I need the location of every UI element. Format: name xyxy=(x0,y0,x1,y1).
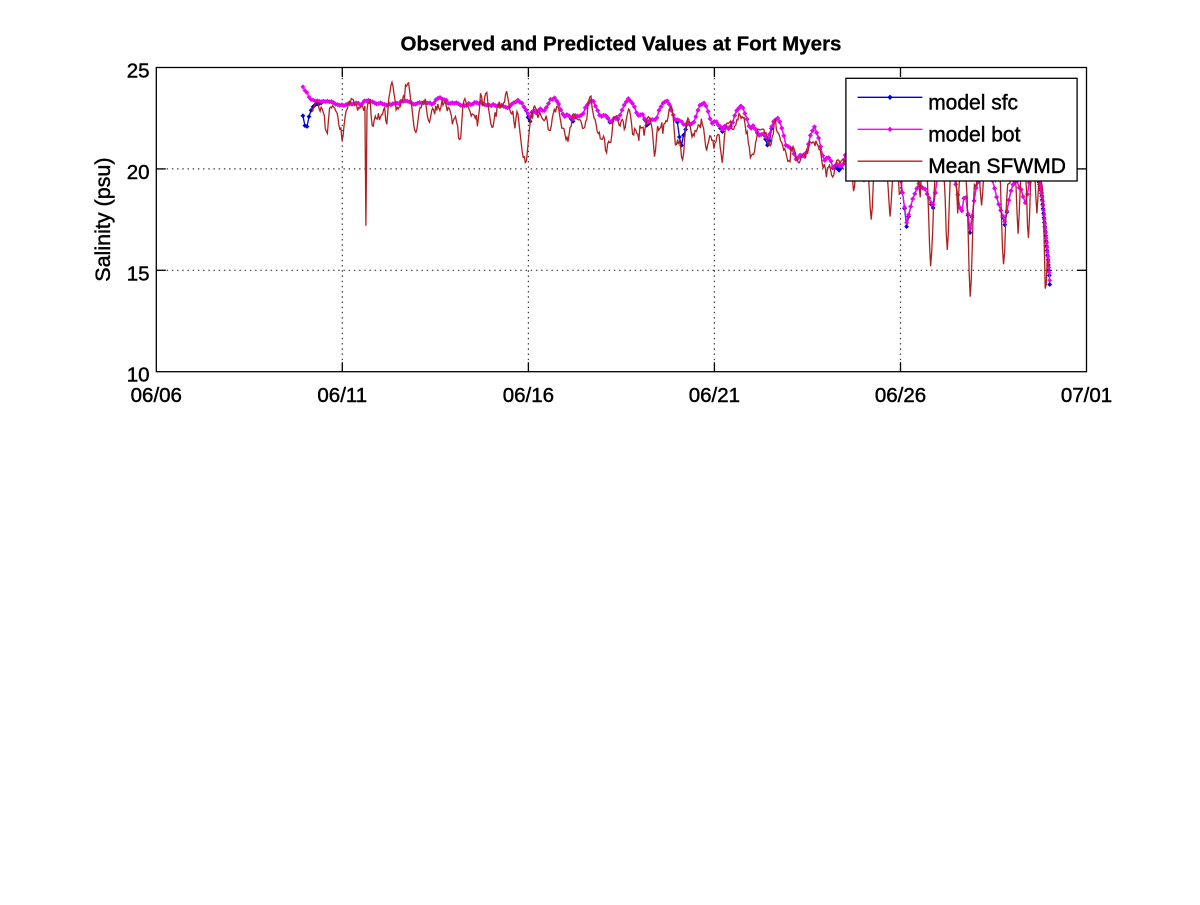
svg-text:06/21: 06/21 xyxy=(689,384,740,407)
svg-text:Salinity (psu): Salinity (psu) xyxy=(91,157,115,281)
svg-text:20: 20 xyxy=(127,161,150,184)
svg-text:model bot: model bot xyxy=(928,123,1020,146)
svg-text:model sfc: model sfc xyxy=(928,91,1018,114)
svg-text:06/16: 06/16 xyxy=(503,384,554,407)
svg-text:25: 25 xyxy=(127,60,150,83)
svg-text:Observed and Predicted Values: Observed and Predicted Values at Fort My… xyxy=(401,33,842,56)
svg-text:10: 10 xyxy=(127,364,150,387)
svg-text:06/26: 06/26 xyxy=(875,384,926,407)
svg-text:Mean SFWMD: Mean SFWMD xyxy=(928,155,1066,178)
svg-text:06/06: 06/06 xyxy=(131,384,182,407)
svg-text:15: 15 xyxy=(127,262,150,285)
svg-text:06/11: 06/11 xyxy=(317,384,367,407)
svg-text:07/01: 07/01 xyxy=(1061,384,1112,407)
